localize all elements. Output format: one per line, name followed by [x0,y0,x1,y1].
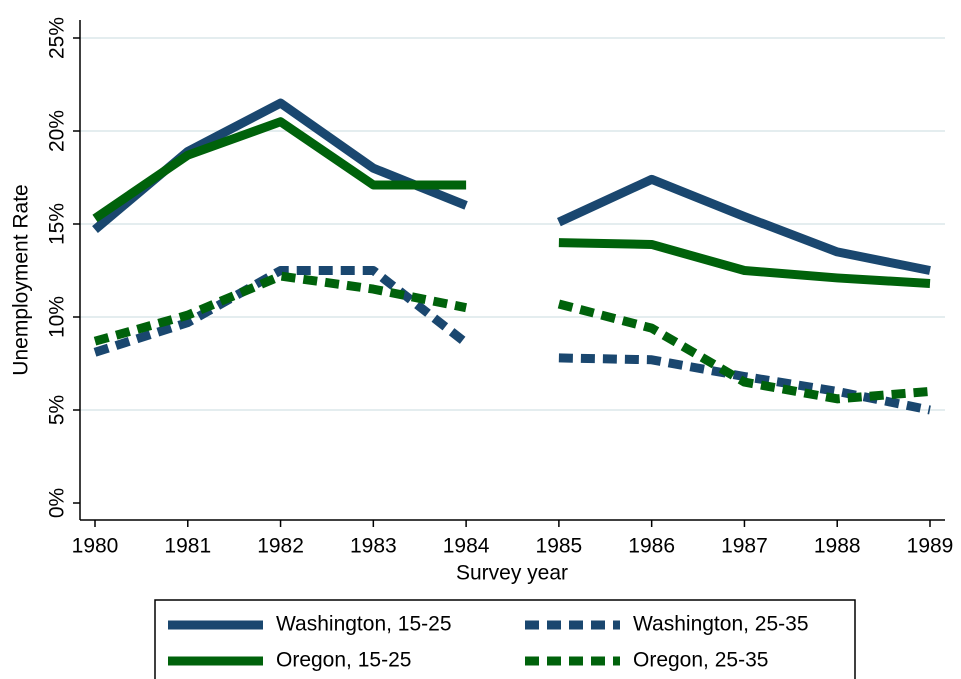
x-tick-label: 1981 [164,535,211,558]
series-line [92,117,931,289]
series-line [93,271,931,404]
y-tick-label: 25% [46,17,69,59]
legend-label: Washington, 15-25 [276,613,452,636]
x-axis-title: Survey year [456,562,568,585]
legend-label: Oregon, 15-25 [276,649,411,672]
x-tick-label: 1985 [536,535,583,558]
x-tick-label: 1987 [721,535,768,558]
legend-label: Oregon, 25-35 [633,649,768,672]
legend-box [154,599,856,679]
y-tick-label: 5% [46,395,69,425]
y-tick-label: 20% [46,110,69,152]
x-tick-label: 1986 [628,535,675,558]
y-tick-label: 10% [46,296,69,338]
x-tick-label: 1984 [443,535,490,558]
x-tick-label: 1989 [907,535,954,558]
series-line [93,266,931,415]
x-tick-label: 1982 [257,535,304,558]
y-tick-label: 0% [46,488,69,518]
x-tick-label: 1988 [814,535,861,558]
x-tick-label: 1983 [350,535,397,558]
x-tick-label: 1980 [72,535,119,558]
series-line [92,98,931,275]
y-axis-title: Unemployment Rate [10,184,33,375]
y-tick-label: 15% [46,203,69,245]
legend-label: Washington, 25-35 [633,613,809,636]
